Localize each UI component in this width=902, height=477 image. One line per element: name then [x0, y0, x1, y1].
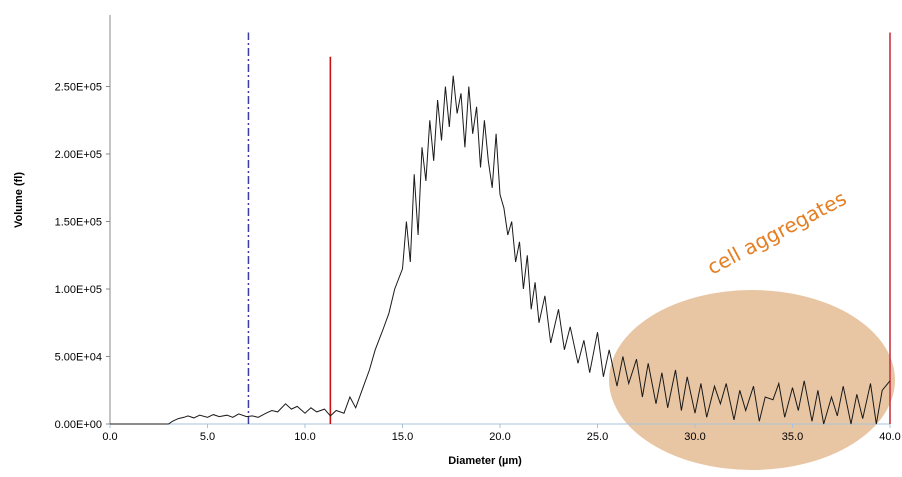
x-tick-label: 15.0	[392, 431, 413, 443]
x-tick-label: 20.0	[489, 431, 510, 443]
y-axis-title: Volume (fl)	[13, 172, 25, 228]
y-axis: 0.00E+00 5.00E+04 1.00E+05 1.50E+05 2.00E+05…	[55, 15, 111, 431]
x-tick-label: 0.0	[102, 431, 117, 443]
aggregate-highlight-ellipse	[609, 290, 895, 470]
threshold-lines	[247, 32, 891, 424]
x-tick-label: 40.0	[879, 431, 900, 443]
x-axis-title: Diameter (µm)	[448, 455, 522, 467]
y-tick-label: 2.50E+05	[55, 82, 102, 94]
y-tick-label: 1.50E+05	[55, 217, 102, 229]
x-tick-label: 35.0	[782, 431, 803, 443]
y-tick-label: 1.00E+05	[55, 284, 102, 296]
x-tick-label: 25.0	[587, 431, 608, 443]
y-tick-label: 0.00E+00	[55, 419, 102, 431]
annotation-cell-aggregates: cell aggregates	[703, 186, 850, 280]
x-tick-label: 30.0	[684, 431, 705, 443]
y-tick-label: 5.00E+04	[55, 352, 102, 364]
x-tick-label: 5.0	[200, 431, 215, 443]
y-tick-label: 2.00E+05	[55, 149, 102, 161]
x-tick-label: 10.0	[294, 431, 315, 443]
x-axis: 0.0 5.0 10.0 15.0 20.0 25.0 30.0 35.0 40.0	[102, 423, 901, 443]
series-line	[110, 75, 891, 425]
